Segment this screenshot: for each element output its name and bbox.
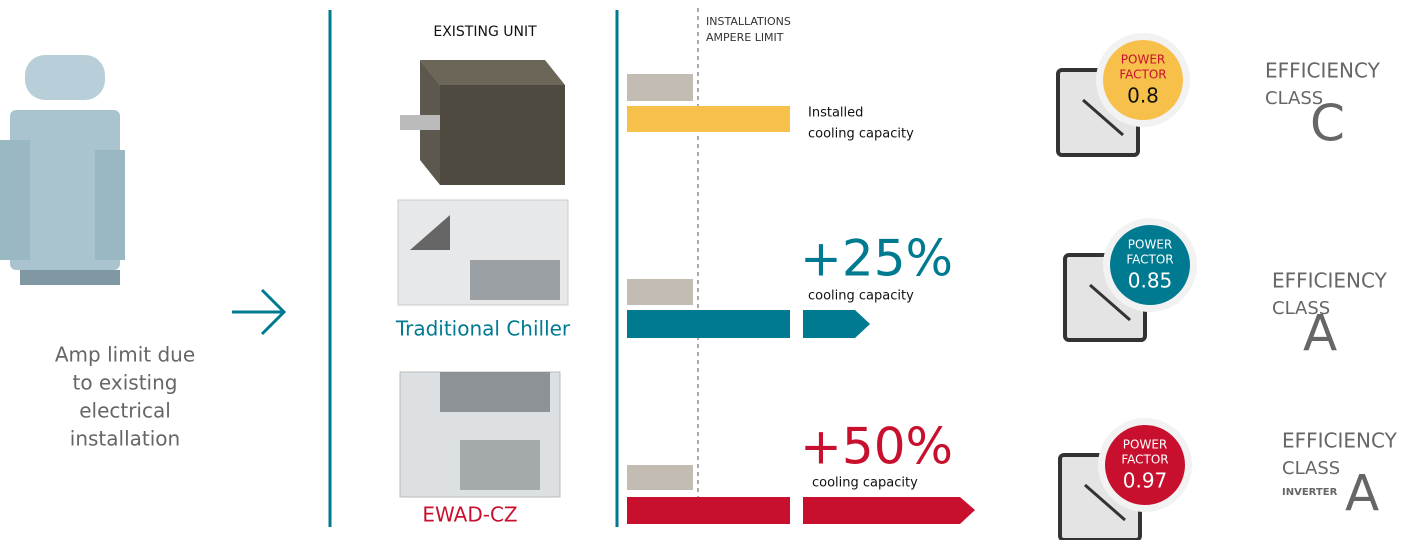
bar-caption: cooling capacity xyxy=(808,289,914,304)
gauge xyxy=(1103,40,1183,120)
efficiency-note: INVERTER xyxy=(1282,487,1338,498)
efficiency-label: CLASS xyxy=(1282,458,1340,479)
unit-image xyxy=(399,371,561,498)
efficiency-class: C xyxy=(1310,95,1345,153)
unit-label: EXISTING UNIT xyxy=(433,24,537,40)
power-factor-value: 0.85 xyxy=(1128,269,1173,293)
unit-image xyxy=(400,60,565,185)
increase-label: +50% xyxy=(800,418,953,476)
power-factor-label: FACTOR xyxy=(1119,68,1166,82)
power-factor-label: POWER xyxy=(1123,438,1167,452)
ampere-bar xyxy=(627,74,693,101)
unit-image xyxy=(397,199,569,306)
capacity-bar xyxy=(627,497,790,524)
capacity-increase xyxy=(803,310,870,338)
efficiency-label: CLASS xyxy=(1265,88,1323,109)
power-factor-label: FACTOR xyxy=(1121,453,1168,467)
limit-label: INSTALLATIONS xyxy=(706,15,791,28)
limit-label: AMPERE LIMIT xyxy=(706,31,784,44)
gauge xyxy=(1105,425,1185,505)
increase-label: +25% xyxy=(800,230,953,288)
arrow xyxy=(232,288,287,336)
bar-caption: cooling capacity xyxy=(808,127,914,142)
meter-needle xyxy=(1082,98,1124,137)
power-factor-value: 0.8 xyxy=(1127,84,1159,108)
caption-line: electrical xyxy=(79,399,171,423)
unit-label: Traditional Chiller xyxy=(395,317,571,341)
efficiency-label: CLASS xyxy=(1272,298,1330,319)
caption-line: Amp limit due xyxy=(55,343,195,367)
ampere-bar xyxy=(627,279,693,305)
meter-needle xyxy=(1089,283,1131,322)
caption-line: to existing xyxy=(73,371,178,395)
capacity-bar xyxy=(627,310,790,338)
efficiency-label: EFFICIENCY xyxy=(1265,59,1381,83)
efficiency-label: EFFICIENCY xyxy=(1282,429,1398,453)
efficiency-label: EFFICIENCY xyxy=(1272,269,1388,293)
caption-line: installation xyxy=(70,427,180,451)
bar-caption: Installed xyxy=(808,106,863,121)
efficiency-class: A xyxy=(1303,305,1337,363)
capacity-bar xyxy=(627,106,790,132)
power-factor-label: FACTOR xyxy=(1126,253,1173,267)
bar-caption: cooling capacity xyxy=(812,476,918,491)
efficiency-class: A xyxy=(1345,465,1379,523)
power-factor-label: POWER xyxy=(1121,53,1165,67)
ampere-bar xyxy=(627,465,693,490)
gauge xyxy=(1110,225,1190,305)
transformer-image xyxy=(0,55,125,285)
power-factor-label: POWER xyxy=(1128,238,1172,252)
meter-needle xyxy=(1084,483,1126,522)
capacity-increase xyxy=(803,497,975,524)
unit-label: EWAD-CZ xyxy=(422,503,517,527)
power-factor-value: 0.97 xyxy=(1123,469,1168,493)
